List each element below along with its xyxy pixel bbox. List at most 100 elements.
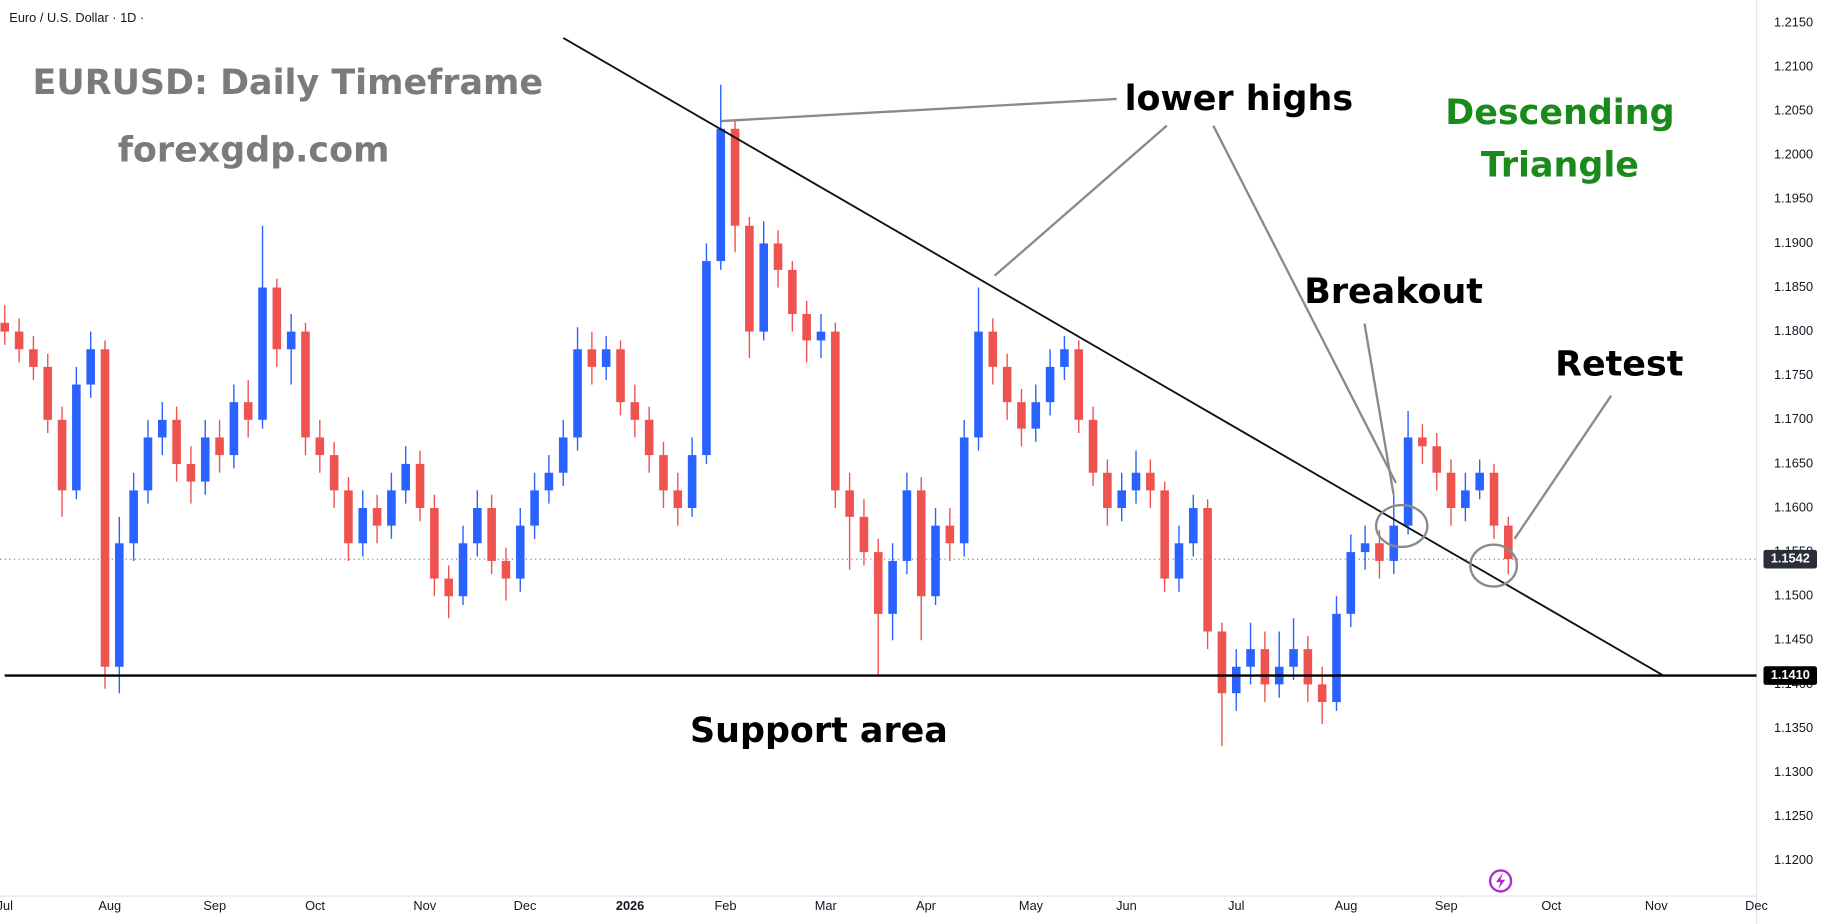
x-tick-label: Dec	[1745, 898, 1768, 913]
candle-body	[86, 349, 95, 385]
candle-body	[186, 463, 196, 482]
retest-circle	[1469, 543, 1519, 588]
pointer-line	[1513, 395, 1613, 540]
candle-body	[1432, 446, 1442, 473]
candle-body	[959, 437, 969, 544]
candle-body	[831, 331, 840, 491]
candle-body	[687, 455, 697, 509]
y-tick-label: 1.2050	[1774, 103, 1813, 118]
candle-body	[172, 419, 181, 464]
candle-body	[1360, 543, 1370, 553]
x-tick-label: Oct	[305, 898, 325, 913]
annotation-pointers	[721, 97, 1613, 588]
candle-body	[315, 437, 325, 456]
y-tick-label: 1.1750	[1774, 367, 1813, 382]
x-tick-label: Jun	[1116, 898, 1137, 913]
y-tick-label: 1.1650	[1774, 455, 1813, 470]
candle-body	[1031, 402, 1041, 429]
candle-body	[372, 508, 382, 526]
candle-body	[1403, 437, 1413, 526]
candle-body	[759, 243, 769, 332]
candle-body	[558, 437, 568, 473]
candle-body	[1418, 437, 1427, 447]
candle-body	[873, 552, 883, 614]
x-tick-label: Feb	[715, 898, 737, 913]
candle-body	[902, 490, 912, 561]
x-tick-label: Nov	[413, 898, 436, 913]
x-tick-label: Aug	[98, 898, 121, 913]
candle-body	[515, 525, 525, 579]
pointer-line	[721, 97, 1117, 123]
candle-body	[945, 525, 955, 544]
candle-body	[1174, 543, 1184, 579]
candle-body	[573, 349, 582, 438]
candle-body	[1461, 490, 1470, 509]
candle-body	[644, 419, 654, 456]
annotation: Descending	[1445, 93, 1674, 133]
y-tick-label: 1.1950	[1774, 191, 1813, 206]
pointer-line	[1212, 125, 1397, 484]
y-tick-label: 1.1250	[1774, 808, 1813, 823]
candle-body	[745, 225, 754, 332]
candle-body	[1346, 552, 1356, 614]
alert-icon	[1488, 869, 1513, 893]
x-tick-label: 2026	[616, 898, 644, 913]
candle-body	[272, 287, 282, 350]
x-tick-label: Dec	[514, 898, 537, 913]
candle-body	[788, 269, 797, 314]
candle-body	[115, 543, 124, 667]
candle-body	[1446, 472, 1456, 509]
y-tick-label: 1.2000	[1774, 147, 1813, 162]
candle-body	[243, 402, 253, 420]
candle-body	[1246, 649, 1255, 667]
annotation: Retest	[1555, 344, 1683, 384]
candle-body	[215, 437, 224, 456]
candle-body	[1389, 525, 1399, 561]
x-tick-label: Nov	[1645, 898, 1668, 913]
y-tick-label: 1.1200	[1774, 852, 1813, 867]
candle-body	[1103, 472, 1112, 509]
candle-body	[1017, 402, 1026, 429]
candle-body	[802, 313, 811, 341]
support-label: 1.1410	[1771, 667, 1810, 682]
candle-body	[974, 331, 983, 438]
x-tick-label: Aug	[1335, 898, 1358, 913]
candle-body	[859, 516, 869, 553]
icon-bolt	[1495, 872, 1506, 890]
candle-body	[1203, 508, 1212, 632]
candle-body	[487, 508, 496, 561]
candle-body	[401, 463, 411, 491]
candle-body	[816, 331, 826, 341]
candle-body	[1504, 525, 1513, 560]
candle-body	[916, 490, 926, 597]
annotation: Support area	[690, 711, 948, 751]
candle-body	[229, 402, 239, 456]
annotation: Breakout	[1304, 272, 1483, 312]
x-tick-label: May	[1019, 898, 1044, 913]
candle-body	[773, 243, 783, 270]
candle-body	[344, 490, 353, 544]
support-tag	[1763, 666, 1818, 685]
candle-body	[301, 331, 310, 438]
annotation: lower highs	[1125, 79, 1354, 119]
candle-body	[888, 560, 897, 614]
candle-body	[1375, 543, 1384, 561]
y-tick-label: 1.1450	[1774, 632, 1813, 647]
candle-body	[1475, 472, 1484, 491]
candle-body	[845, 490, 854, 517]
candle-body	[430, 508, 439, 579]
candle-body	[387, 490, 396, 526]
candle-body	[1060, 349, 1069, 367]
candle-body	[1332, 613, 1341, 703]
candle-body	[129, 490, 138, 544]
candle-body	[587, 349, 597, 367]
candle-body	[1088, 419, 1098, 473]
annotation: EURUSD: Daily Timeframe	[33, 63, 544, 103]
y-tick-label: 1.1800	[1774, 323, 1813, 338]
candle-body	[673, 490, 683, 509]
candle-body	[72, 384, 81, 491]
y-tick-label: 1.2150	[1774, 14, 1813, 29]
last-price-label: 1.1542	[1771, 551, 1810, 566]
